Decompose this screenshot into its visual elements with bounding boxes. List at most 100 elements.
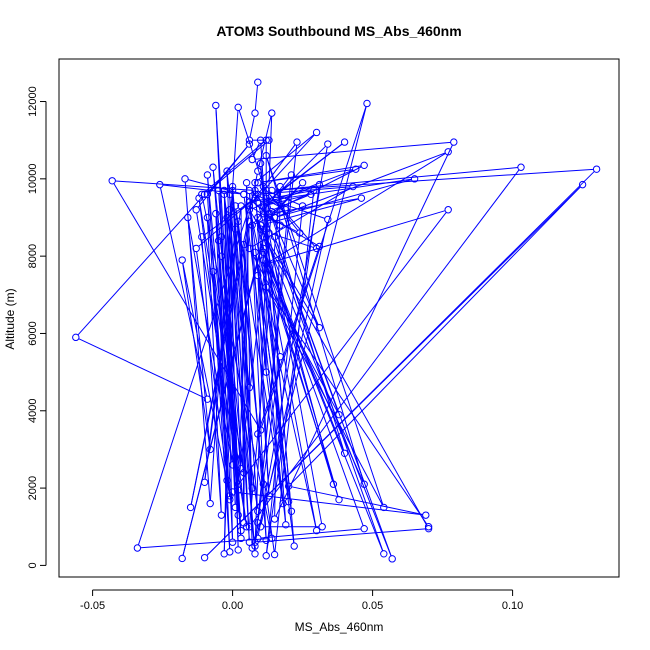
series-segment xyxy=(266,204,319,325)
series-segment xyxy=(77,196,203,336)
series-segment xyxy=(258,116,272,169)
series-segment xyxy=(254,85,259,110)
data-point xyxy=(254,179,262,187)
series-segment xyxy=(266,187,320,553)
data-point xyxy=(444,148,452,156)
data-point xyxy=(254,213,262,222)
data-point xyxy=(237,526,245,535)
series-segment xyxy=(238,224,264,482)
data-point xyxy=(226,492,234,500)
data-point xyxy=(360,161,368,170)
series-segment xyxy=(267,289,383,505)
series-segment xyxy=(201,239,222,512)
series-segment xyxy=(257,278,270,493)
x-axis: -0.05 0.00 0.05 0.10 xyxy=(80,589,523,612)
data-point xyxy=(254,534,262,543)
series-segment xyxy=(252,190,311,202)
series-segment xyxy=(253,142,260,157)
series-segment xyxy=(257,134,315,182)
data-point xyxy=(245,186,254,195)
data-point xyxy=(72,333,80,342)
data-point xyxy=(248,544,256,552)
data-point xyxy=(234,546,242,554)
data-point xyxy=(380,550,388,558)
series-segment xyxy=(260,169,353,183)
data-point xyxy=(284,482,293,490)
data-point xyxy=(226,495,234,504)
x-tick-label: 0.00 xyxy=(222,600,243,612)
data-point xyxy=(192,244,200,253)
data-point xyxy=(228,461,237,469)
data-point xyxy=(270,233,279,241)
data-point xyxy=(262,368,270,376)
data-point xyxy=(256,221,265,229)
data-point xyxy=(268,186,276,195)
series-segment xyxy=(261,228,392,557)
series-segment xyxy=(223,232,236,551)
series-segment xyxy=(197,146,248,208)
data-point xyxy=(223,476,231,485)
data-point xyxy=(245,140,254,148)
data-point xyxy=(357,194,366,202)
data-point xyxy=(265,213,273,222)
data-point xyxy=(245,523,254,531)
data-point xyxy=(592,165,601,173)
data-point xyxy=(340,449,349,457)
series-segment xyxy=(240,209,245,520)
data-point xyxy=(276,221,284,229)
y-tick-label: 6000 xyxy=(27,321,39,345)
series-lines xyxy=(77,85,595,557)
data-point xyxy=(254,167,262,175)
data-point xyxy=(234,217,242,226)
data-point xyxy=(444,206,452,214)
series-segment xyxy=(243,197,284,501)
data-point xyxy=(310,186,318,195)
series-segment xyxy=(267,192,315,247)
series-segment xyxy=(243,247,253,545)
series-segment xyxy=(258,197,384,551)
x-tick-label: 0.10 xyxy=(502,600,523,612)
series-segment xyxy=(249,193,270,493)
data-point xyxy=(273,190,282,198)
data-point xyxy=(315,323,324,332)
data-point xyxy=(312,128,321,137)
series-segment xyxy=(269,236,323,524)
y-tick-label: 8000 xyxy=(27,244,39,268)
y-tick-label: 0 xyxy=(27,562,39,568)
series-segment xyxy=(234,212,447,490)
data-point xyxy=(209,267,217,276)
data-point xyxy=(352,165,360,173)
data-point xyxy=(200,553,209,562)
data-point xyxy=(424,524,433,533)
series-segment xyxy=(279,145,326,193)
y-axis: 0 2000 4000 6000 8000 10000 12000 xyxy=(27,86,47,568)
series-segment xyxy=(266,158,384,505)
data-point xyxy=(203,395,212,403)
data-point xyxy=(262,283,270,291)
series-segment xyxy=(243,185,248,520)
data-point xyxy=(203,213,212,222)
series-segment xyxy=(264,255,384,552)
data-point xyxy=(262,536,270,544)
data-point xyxy=(212,209,220,218)
data-point xyxy=(380,503,388,512)
series-segment xyxy=(271,218,298,232)
data-point xyxy=(245,383,254,392)
data-point xyxy=(203,190,212,198)
series-segment xyxy=(255,255,317,528)
data-point xyxy=(270,550,279,559)
data-point xyxy=(220,550,228,558)
series-segment xyxy=(263,198,359,225)
data-point xyxy=(240,519,248,527)
x-tick-label: -0.05 xyxy=(80,600,105,612)
data-point xyxy=(256,159,265,168)
series-segment xyxy=(266,158,364,482)
data-point xyxy=(276,352,284,361)
data-point xyxy=(209,163,217,171)
y-tick-label: 4000 xyxy=(27,399,39,423)
data-point xyxy=(262,194,270,202)
data-point xyxy=(245,198,254,206)
data-point xyxy=(335,495,343,504)
series-segment xyxy=(207,178,231,497)
data-point xyxy=(318,523,326,531)
